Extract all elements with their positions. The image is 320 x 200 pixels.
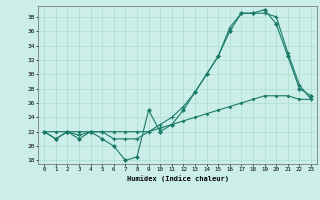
X-axis label: Humidex (Indice chaleur): Humidex (Indice chaleur)	[127, 175, 228, 182]
